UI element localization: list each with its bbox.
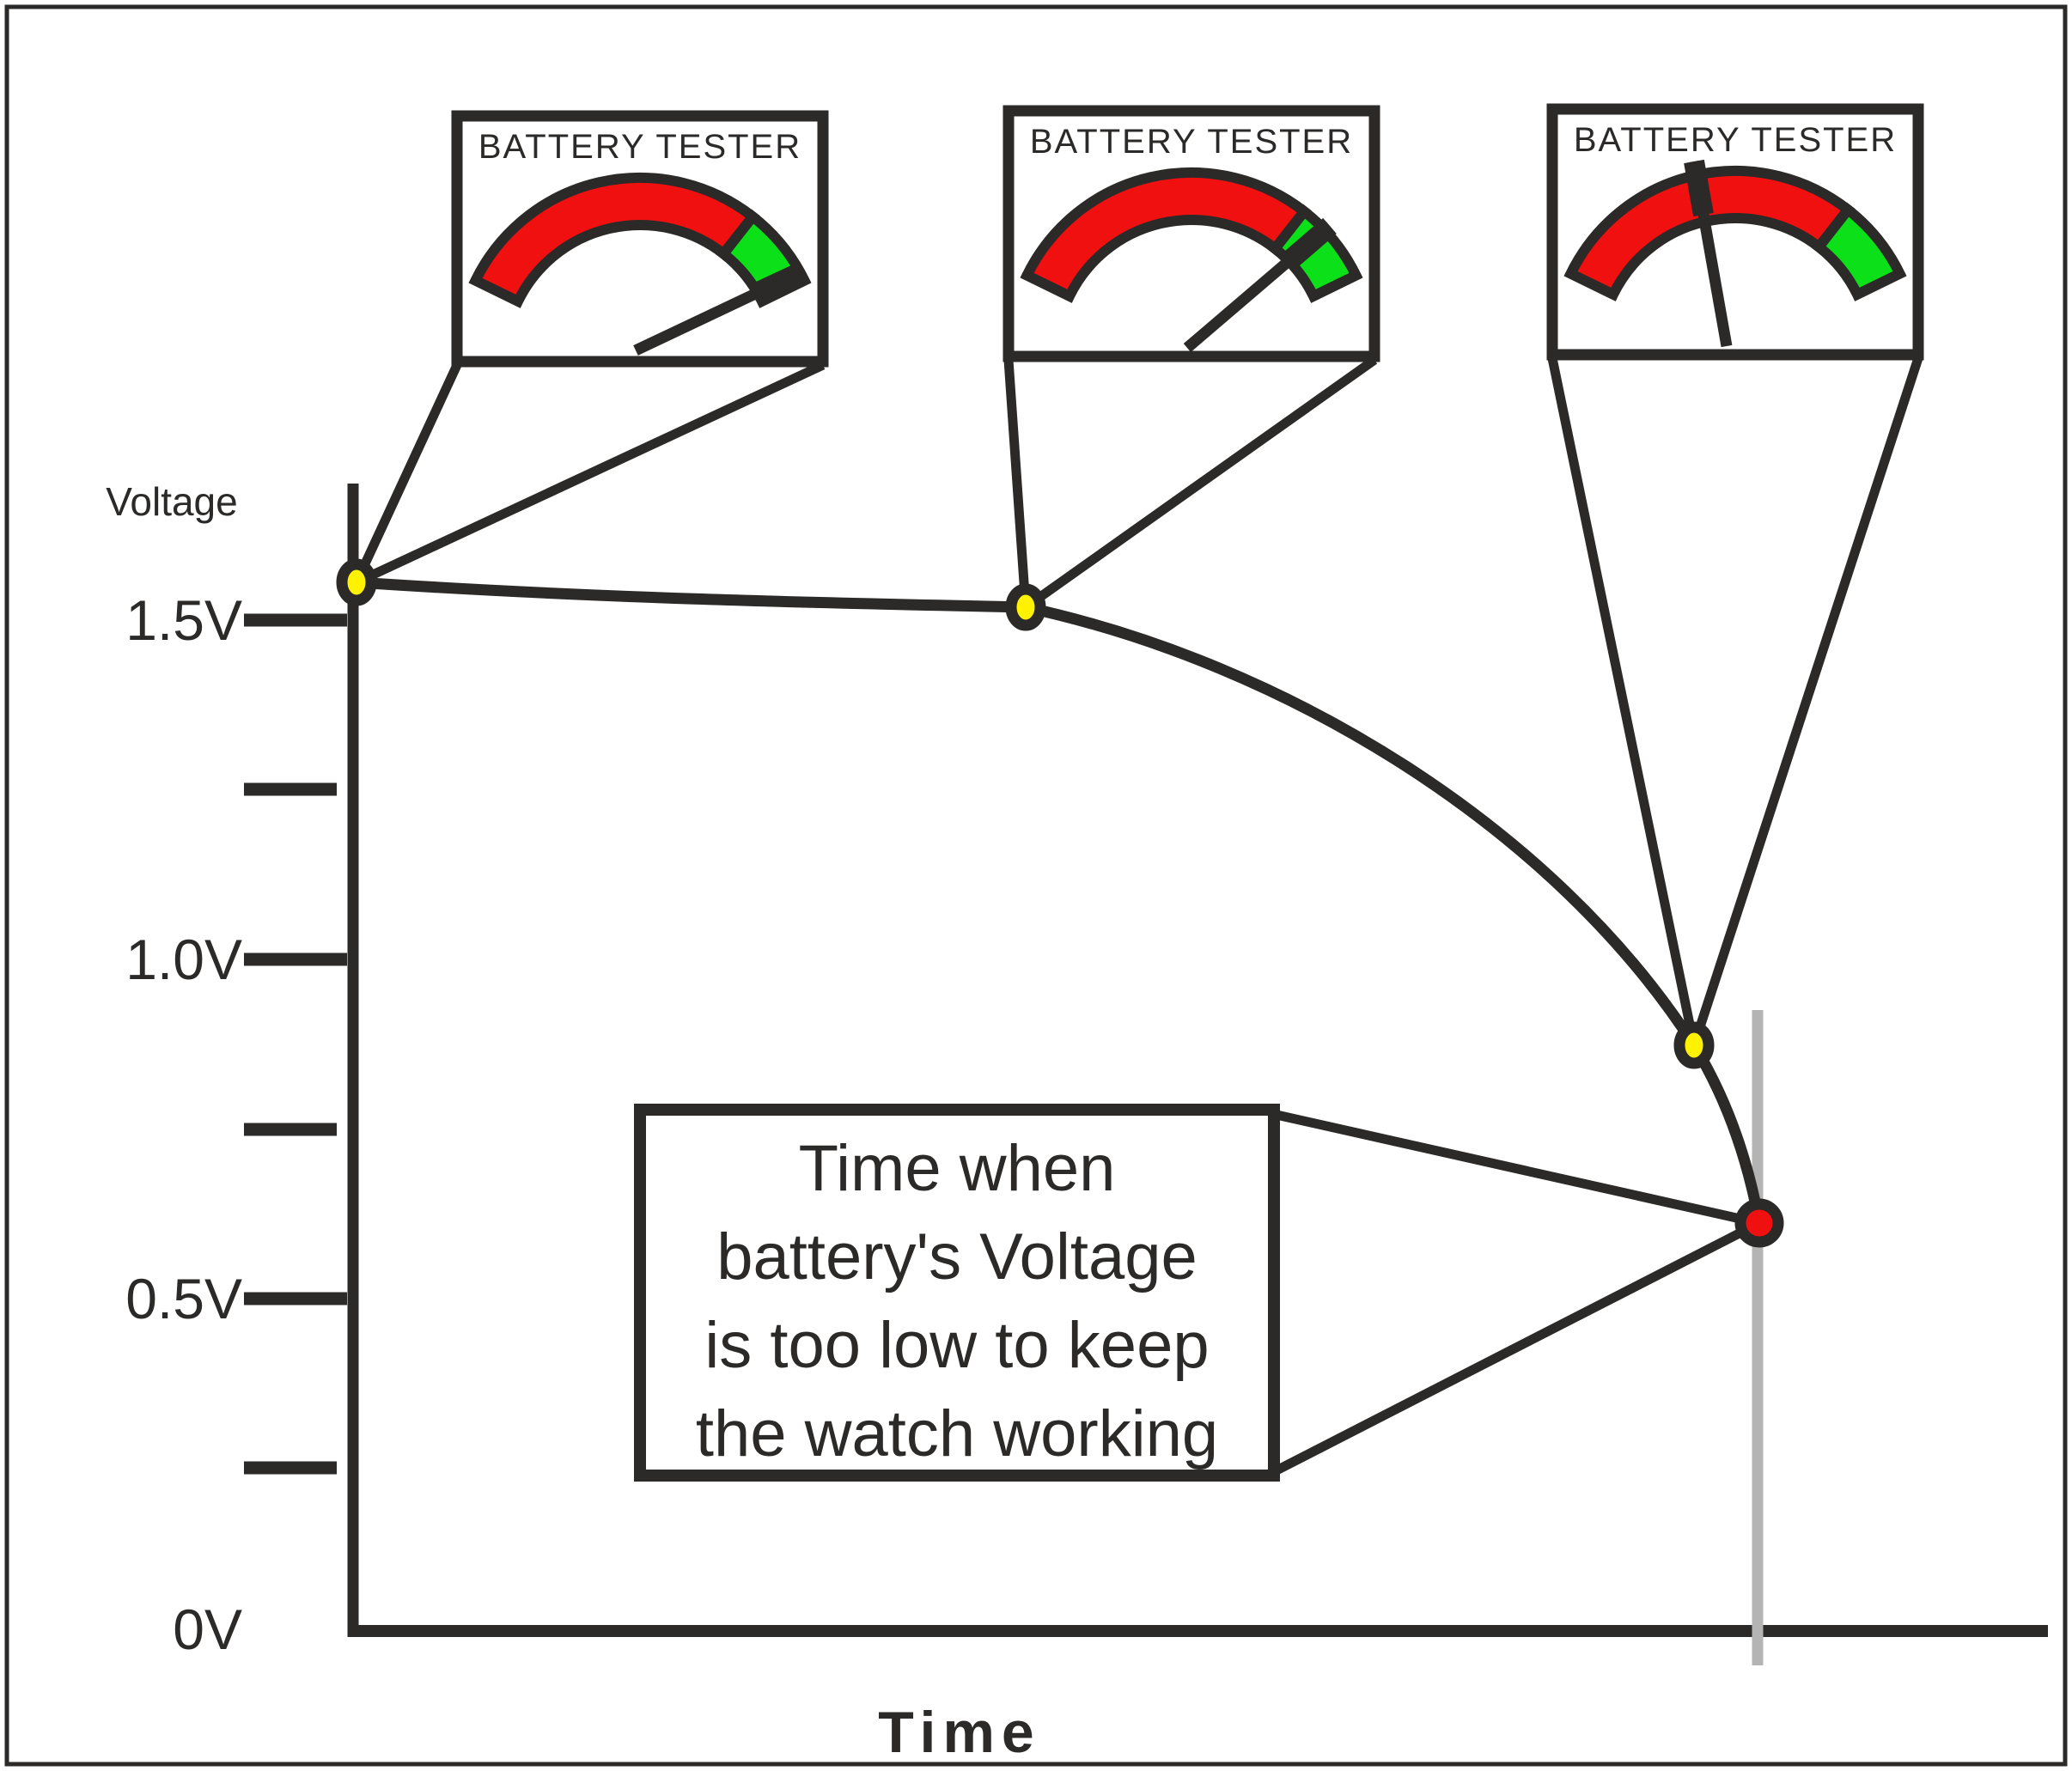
tester1-needle-tip — [755, 264, 804, 301]
battery-tester-panel-2: BATTERY TESTER — [1002, 105, 1380, 362]
failure-point-red-dot — [1734, 1198, 1784, 1248]
sample-point-2-yellow-dot — [1005, 583, 1046, 631]
tester1-red-arc — [468, 172, 760, 308]
tester2-connector-right — [1022, 356, 1378, 612]
callout-rect — [634, 1104, 1280, 1482]
y-axis-label: Voltage — [106, 479, 237, 524]
y-tick-label-1-0v: 1.0V — [125, 928, 242, 991]
callout-box: Time when battery's Voltage is too low t… — [634, 1104, 1280, 1482]
tester2-title: BATTERY TESTER — [1030, 123, 1353, 161]
tester3-connector-left — [1547, 356, 1699, 1047]
callout-line-4: the watch working — [696, 1397, 1218, 1470]
tester3-connector-right — [1689, 356, 1923, 1047]
battery-tester-panel-3: BATTERY TESTER — [1546, 103, 1924, 361]
y-tick-label-0-5v: 0.5V — [125, 1267, 242, 1330]
tester2-red-arc — [1020, 167, 1312, 303]
sample-point-3-yellow-dot — [1673, 1021, 1715, 1069]
voltage-time-graph: Voltage 1.5V 1.0V 0.5V 0V Time Time when… — [106, 356, 2048, 1765]
tester3-green-arc — [1811, 202, 1907, 301]
tester1-title: BATTERY TESTER — [478, 128, 801, 166]
tester3-title: BATTERY TESTER — [1574, 121, 1897, 159]
discharge-curve — [350, 576, 1765, 1229]
sample-point-1-yellow-dot — [336, 558, 377, 606]
callout-line-1: Time when — [799, 1132, 1116, 1205]
callout-pointer-bottom — [1274, 1219, 1762, 1475]
x-axis-label: Time — [878, 1700, 1040, 1765]
tester2-needle-tip — [1285, 217, 1337, 267]
tester1-connector-left — [352, 362, 461, 585]
callout-line-3: is too low to keep — [704, 1309, 1209, 1382]
tester3-red-arc — [1563, 165, 1856, 301]
tester2-connector-left — [1003, 359, 1031, 608]
callout-pointer-top — [1275, 1110, 1761, 1228]
callout-line-2: battery's Voltage — [716, 1220, 1197, 1293]
y-tick-label-1-5v: 1.5V — [125, 588, 242, 652]
tester1-connector-right — [354, 361, 826, 587]
tester3-needle-tip — [1684, 159, 1714, 217]
battery-tester-panel-1: BATTERY TESTER — [451, 110, 829, 368]
y-tick-label-0v: 0V — [173, 1598, 242, 1661]
